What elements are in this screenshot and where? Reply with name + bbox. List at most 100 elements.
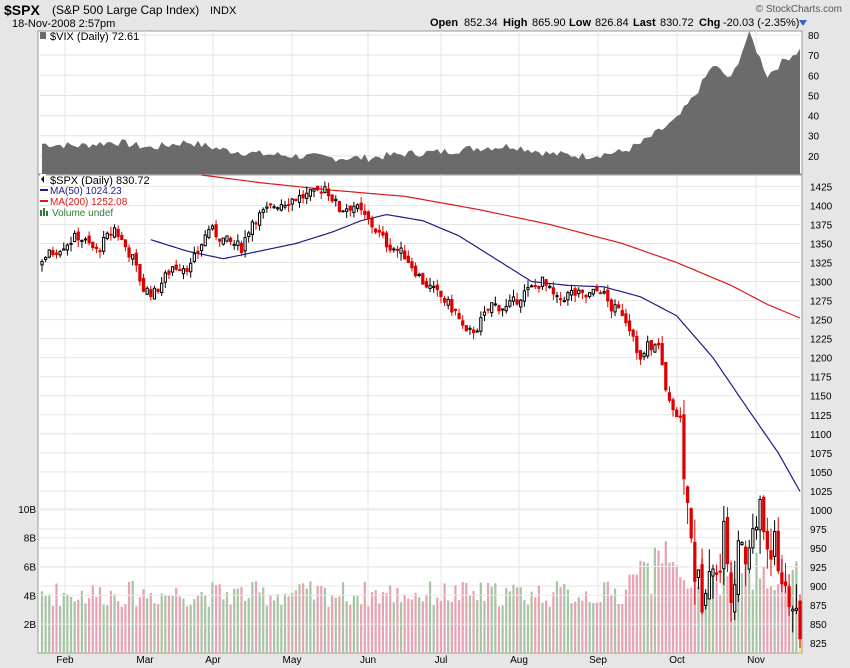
- candle-body: [511, 296, 516, 302]
- candle-body: [170, 266, 175, 273]
- candle-body: [682, 414, 686, 480]
- candle-body: [646, 341, 650, 357]
- dropdown-arrow-icon[interactable]: [799, 20, 807, 26]
- volume-tick-label: 6B: [24, 562, 37, 573]
- price-tick-label: 1375: [810, 220, 833, 231]
- volume-bar: [334, 597, 337, 653]
- open-value: 852.34: [464, 17, 498, 29]
- candle-body: [221, 237, 225, 245]
- volume-bar: [530, 591, 533, 653]
- candle-body: [566, 292, 570, 301]
- volume-bar: [508, 591, 511, 653]
- volume-bar: [178, 596, 181, 653]
- volume-bar: [55, 583, 58, 653]
- candle-body: [305, 192, 309, 199]
- volume-bar: [302, 583, 305, 653]
- candle-body: [464, 325, 468, 332]
- price-tick-label: 975: [810, 525, 827, 536]
- volume-bar: [316, 586, 319, 653]
- price-tick-label: 1325: [810, 259, 833, 270]
- price-tick-label: 1075: [810, 449, 833, 460]
- volume-bar: [374, 590, 377, 653]
- price-tick-label: 925: [810, 563, 827, 574]
- candle-body: [243, 237, 247, 252]
- volume-bar: [254, 581, 258, 653]
- candle-body: [345, 208, 349, 212]
- candle-body: [98, 250, 102, 253]
- candle-body: [403, 250, 407, 260]
- volume-bar: [280, 605, 283, 653]
- volume-bar: [505, 588, 508, 653]
- volume-bar: [294, 590, 297, 653]
- ma50-line: [150, 213, 801, 492]
- volume-bar: [396, 587, 399, 653]
- candle-body: [214, 224, 218, 238]
- quote-bar: Open 852.34 High 865.90 Low 826.84 Last …: [430, 17, 799, 29]
- volume-bar: [552, 592, 555, 653]
- candle-body: [203, 234, 207, 247]
- candle-body: [94, 246, 99, 250]
- candle-body: [667, 392, 672, 401]
- candle-body: [664, 362, 668, 391]
- candle-body: [675, 409, 679, 418]
- candle-body: [192, 253, 196, 262]
- volume-bar: [679, 577, 682, 653]
- volume-bar: [367, 606, 370, 653]
- candle-body: [588, 292, 592, 297]
- volume-bar: [73, 601, 76, 653]
- candle-body: [504, 305, 508, 312]
- candle-body: [722, 520, 726, 570]
- volume-bar: [251, 582, 254, 653]
- volume-bar: [153, 603, 156, 653]
- volume-bar: [751, 589, 754, 653]
- candle-body: [352, 205, 356, 214]
- volume-bar: [225, 592, 229, 653]
- candle-body: [584, 294, 588, 298]
- candle-body: [207, 229, 211, 238]
- candle-body: [163, 272, 167, 283]
- volume-bar: [537, 585, 540, 653]
- candle-body: [602, 291, 606, 294]
- price-tick-label: 1150: [810, 392, 832, 403]
- candle-body: [595, 285, 599, 292]
- candle-body: [725, 517, 730, 565]
- candle-body: [428, 284, 432, 289]
- volume-bar: [682, 580, 686, 653]
- month-label: Oct: [669, 655, 685, 666]
- candle-body: [794, 607, 798, 611]
- volume-bar: [428, 581, 432, 653]
- candle-body: [548, 285, 552, 288]
- volume-bar: [472, 591, 475, 653]
- candle-body: [424, 280, 429, 288]
- volume-bar: [581, 600, 584, 653]
- vix-legend-swatch: [40, 32, 46, 39]
- volume-bar: [40, 591, 44, 653]
- candle-body: [471, 329, 476, 334]
- volume-bar: [777, 584, 780, 653]
- candle-body: [279, 204, 283, 211]
- candle-body: [573, 288, 577, 296]
- volume-bar: [135, 606, 138, 653]
- volume-bar: [432, 605, 435, 653]
- candle-body: [493, 303, 497, 306]
- candle-body: [127, 247, 131, 258]
- candle-body: [421, 273, 425, 285]
- candle-body: [714, 572, 719, 575]
- candle-body: [308, 189, 313, 197]
- volume-bar: [207, 606, 210, 653]
- price-tick-label: 900: [810, 582, 827, 593]
- high-label: High: [503, 17, 528, 29]
- candle-body: [54, 252, 59, 255]
- price-tick-label: 1025: [810, 487, 833, 498]
- candle-body: [671, 399, 675, 411]
- volume-bar: [84, 603, 87, 653]
- candle-body: [51, 250, 55, 256]
- volume-bar: [236, 588, 239, 653]
- candle-body: [635, 335, 639, 353]
- candle-body: [439, 290, 443, 298]
- exchange-label: INDX: [210, 5, 237, 17]
- candle-body: [624, 313, 628, 324]
- volume-bar: [704, 592, 707, 653]
- volume-bar: [787, 583, 791, 653]
